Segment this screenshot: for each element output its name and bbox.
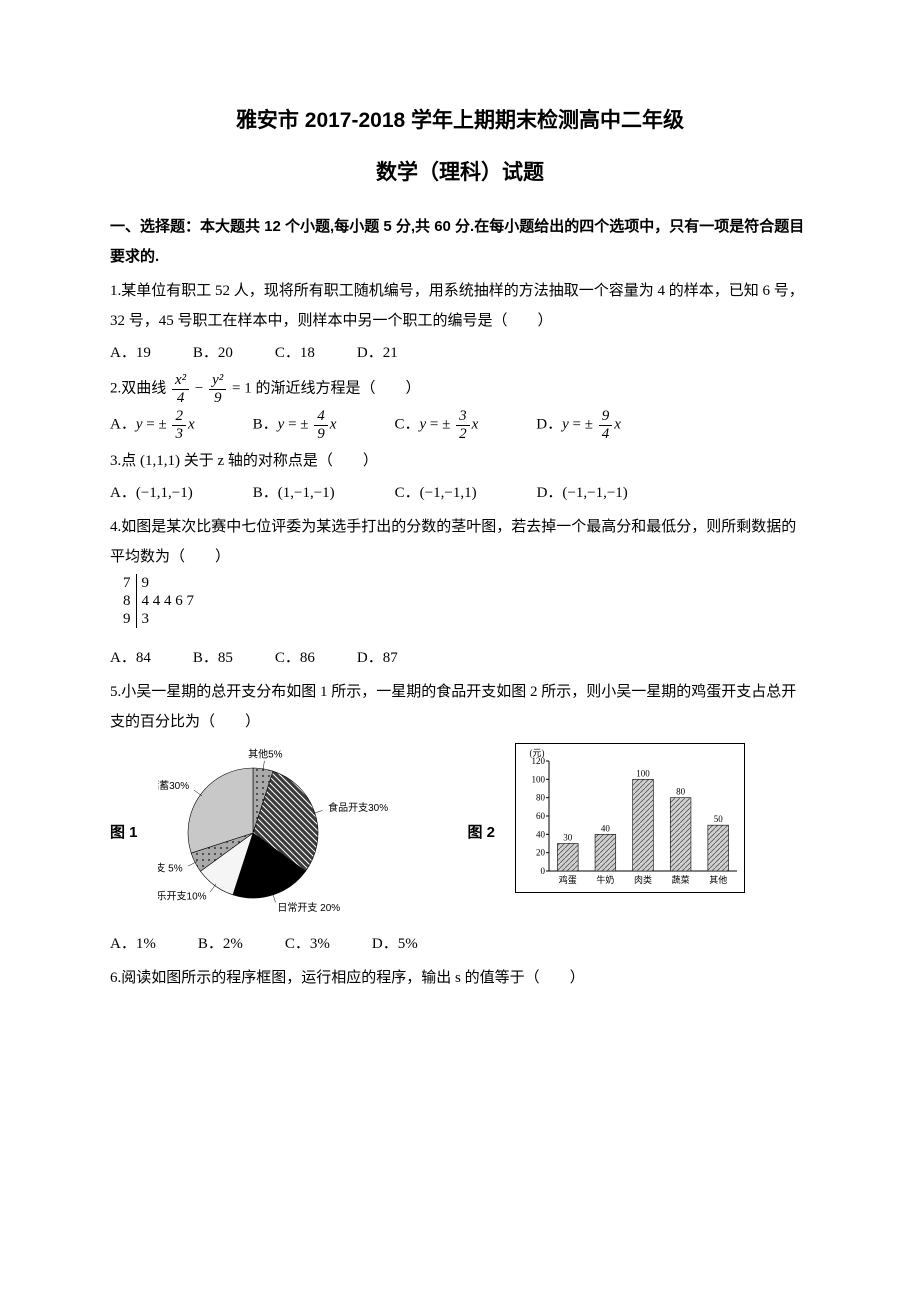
svg-text:肉类: 肉类 — [634, 874, 652, 885]
q5-opt-b: B．2% — [198, 929, 243, 959]
q3-opt-a: A．(−1,1,−1) — [110, 478, 193, 508]
q1-opt-b: B．20 — [193, 338, 233, 368]
q2-opt-c: C．y = ± 32x — [394, 408, 478, 442]
question-6-text: 6.阅读如图所示的程序框图，运行相应的程序，输出 s 的值等于（ ） — [110, 963, 810, 993]
bar-chart: 020406080100120(元)30鸡蛋40牛奶100肉类80蔬菜50其他 — [515, 743, 745, 893]
svg-text:50: 50 — [714, 814, 724, 824]
question-3-text: 3.点 (1,1,1) 关于 z 轴的对称点是（ ） — [110, 446, 810, 476]
question-5: 5.小吴一星期的总开支分布如图 1 所示，一星期的食品开支如图 2 所示，则小吴… — [110, 677, 810, 959]
question-5-text: 5.小吴一星期的总开支分布如图 1 所示，一星期的食品开支如图 2 所示，则小吴… — [110, 677, 810, 737]
q2-frac1: x²4 — [172, 372, 189, 406]
svg-text:储蓄30%: 储蓄30% — [158, 779, 189, 792]
question-1: 1.某单位有职工 52 人，现将所有职工随机编号，用系统抽样的方法抽取一个容量为… — [110, 276, 810, 368]
section-heading: 一、选择题：本大题共 12 个小题,每小题 5 分,共 60 分.在每小题给出的… — [110, 212, 810, 272]
svg-text:30: 30 — [563, 833, 573, 843]
stem-leaf-plot: 7984 4 4 6 793 — [118, 574, 199, 628]
question-4-text: 4.如图是某次比赛中七位评委为某选手打出的分数的茎叶图，若去掉一个最高分和最低分… — [110, 512, 810, 572]
svg-text:牛奶: 牛奶 — [596, 874, 614, 885]
q2-eqrhs: = 1 — [232, 380, 252, 396]
svg-text:通讯开支 5%: 通讯开支 5% — [158, 863, 183, 875]
question-3: 3.点 (1,1,1) 关于 z 轴的对称点是（ ） A．(−1,1,−1) B… — [110, 446, 810, 508]
svg-text:其他: 其他 — [709, 874, 727, 885]
question-4: 4.如图是某次比赛中七位评委为某选手打出的分数的茎叶图，若去掉一个最高分和最低分… — [110, 512, 810, 673]
q2-suffix: 的渐近线方程是（ ） — [256, 380, 421, 396]
svg-text:40: 40 — [536, 829, 546, 839]
svg-text:80: 80 — [536, 793, 546, 803]
q4-opt-d: D．87 — [357, 643, 398, 673]
q1-opt-a: A．19 — [110, 338, 151, 368]
q3-opt-b: B．(1,−1,−1) — [253, 478, 335, 508]
q1-opt-c: C．18 — [275, 338, 315, 368]
svg-text:其他5%: 其他5% — [248, 748, 283, 761]
question-6: 6.阅读如图所示的程序框图，运行相应的程序，输出 s 的值等于（ ） — [110, 963, 810, 993]
question-1-options: A．19 B．20 C．18 D．21 — [110, 338, 810, 368]
question-4-options: A．84 B．85 C．86 D．87 — [110, 643, 810, 673]
q4-opt-a: A．84 — [110, 643, 151, 673]
svg-text:食品开支30%: 食品开支30% — [328, 801, 388, 814]
q5-opt-d: D．5% — [372, 929, 418, 959]
q4-opt-b: B．85 — [193, 643, 233, 673]
question-5-options: A．1% B．2% C．3% D．5% — [110, 929, 810, 959]
q5-opt-a: A．1% — [110, 929, 156, 959]
q4-opt-c: C．86 — [275, 643, 315, 673]
q1-opt-d: D．21 — [357, 338, 398, 368]
q5-charts: 图 1 其他5% 食品开支30% 日常开支 20% 娱乐开支10% 通讯开支 5% 储蓄3… — [110, 743, 810, 923]
q3-opt-c: C．(−1,−1,1) — [395, 478, 477, 508]
svg-text:0: 0 — [541, 866, 546, 876]
fig1-label: 图 1 — [110, 818, 138, 848]
q3-opt-d: D．(−1,−1,−1) — [537, 478, 628, 508]
q2-frac2: y²9 — [209, 372, 226, 406]
q2-prefix: 2.双曲线 — [110, 380, 166, 396]
question-1-text: 1.某单位有职工 52 人，现将所有职工随机编号，用系统抽样的方法抽取一个容量为… — [110, 276, 810, 336]
question-2-options: A．y = ± 23x B．y = ± 49x C．y = ± 32x D．y … — [110, 408, 810, 442]
svg-text:蔬菜: 蔬菜 — [672, 874, 690, 885]
question-3-options: A．(−1,1,−1) B．(1,−1,−1) C．(−1,−1,1) D．(−… — [110, 478, 810, 508]
svg-text:鸡蛋: 鸡蛋 — [559, 874, 577, 885]
svg-text:20: 20 — [536, 848, 546, 858]
page-subtitle: 数学（理科）试题 — [110, 152, 810, 194]
svg-text:80: 80 — [676, 787, 686, 797]
pie-chart: 其他5% 食品开支30% 日常开支 20% 娱乐开支10% 通讯开支 5% 储蓄30% — [158, 743, 448, 923]
question-2: 2.双曲线 x²4 − y²9 = 1 的渐近线方程是（ ） A．y = ± 2… — [110, 372, 810, 442]
svg-text:娱乐开支10%: 娱乐开支10% — [158, 890, 207, 903]
svg-text:100: 100 — [636, 768, 650, 778]
q2-opt-a: A．y = ± 23x — [110, 408, 195, 442]
svg-text:日常开支 20%: 日常开支 20% — [277, 901, 340, 914]
svg-text:40: 40 — [601, 823, 611, 833]
page-title: 雅安市 2017-2018 学年上期期末检测高中二年级 — [110, 100, 810, 142]
q5-opt-c: C．3% — [285, 929, 330, 959]
q2-opt-d: D．y = ± 94x — [536, 408, 621, 442]
fig2-label: 图 2 — [468, 818, 496, 848]
svg-text:60: 60 — [536, 811, 546, 821]
q2-opt-b: B．y = ± 49x — [253, 408, 337, 442]
svg-text:(元): (元) — [530, 748, 545, 758]
svg-text:100: 100 — [532, 774, 546, 784]
